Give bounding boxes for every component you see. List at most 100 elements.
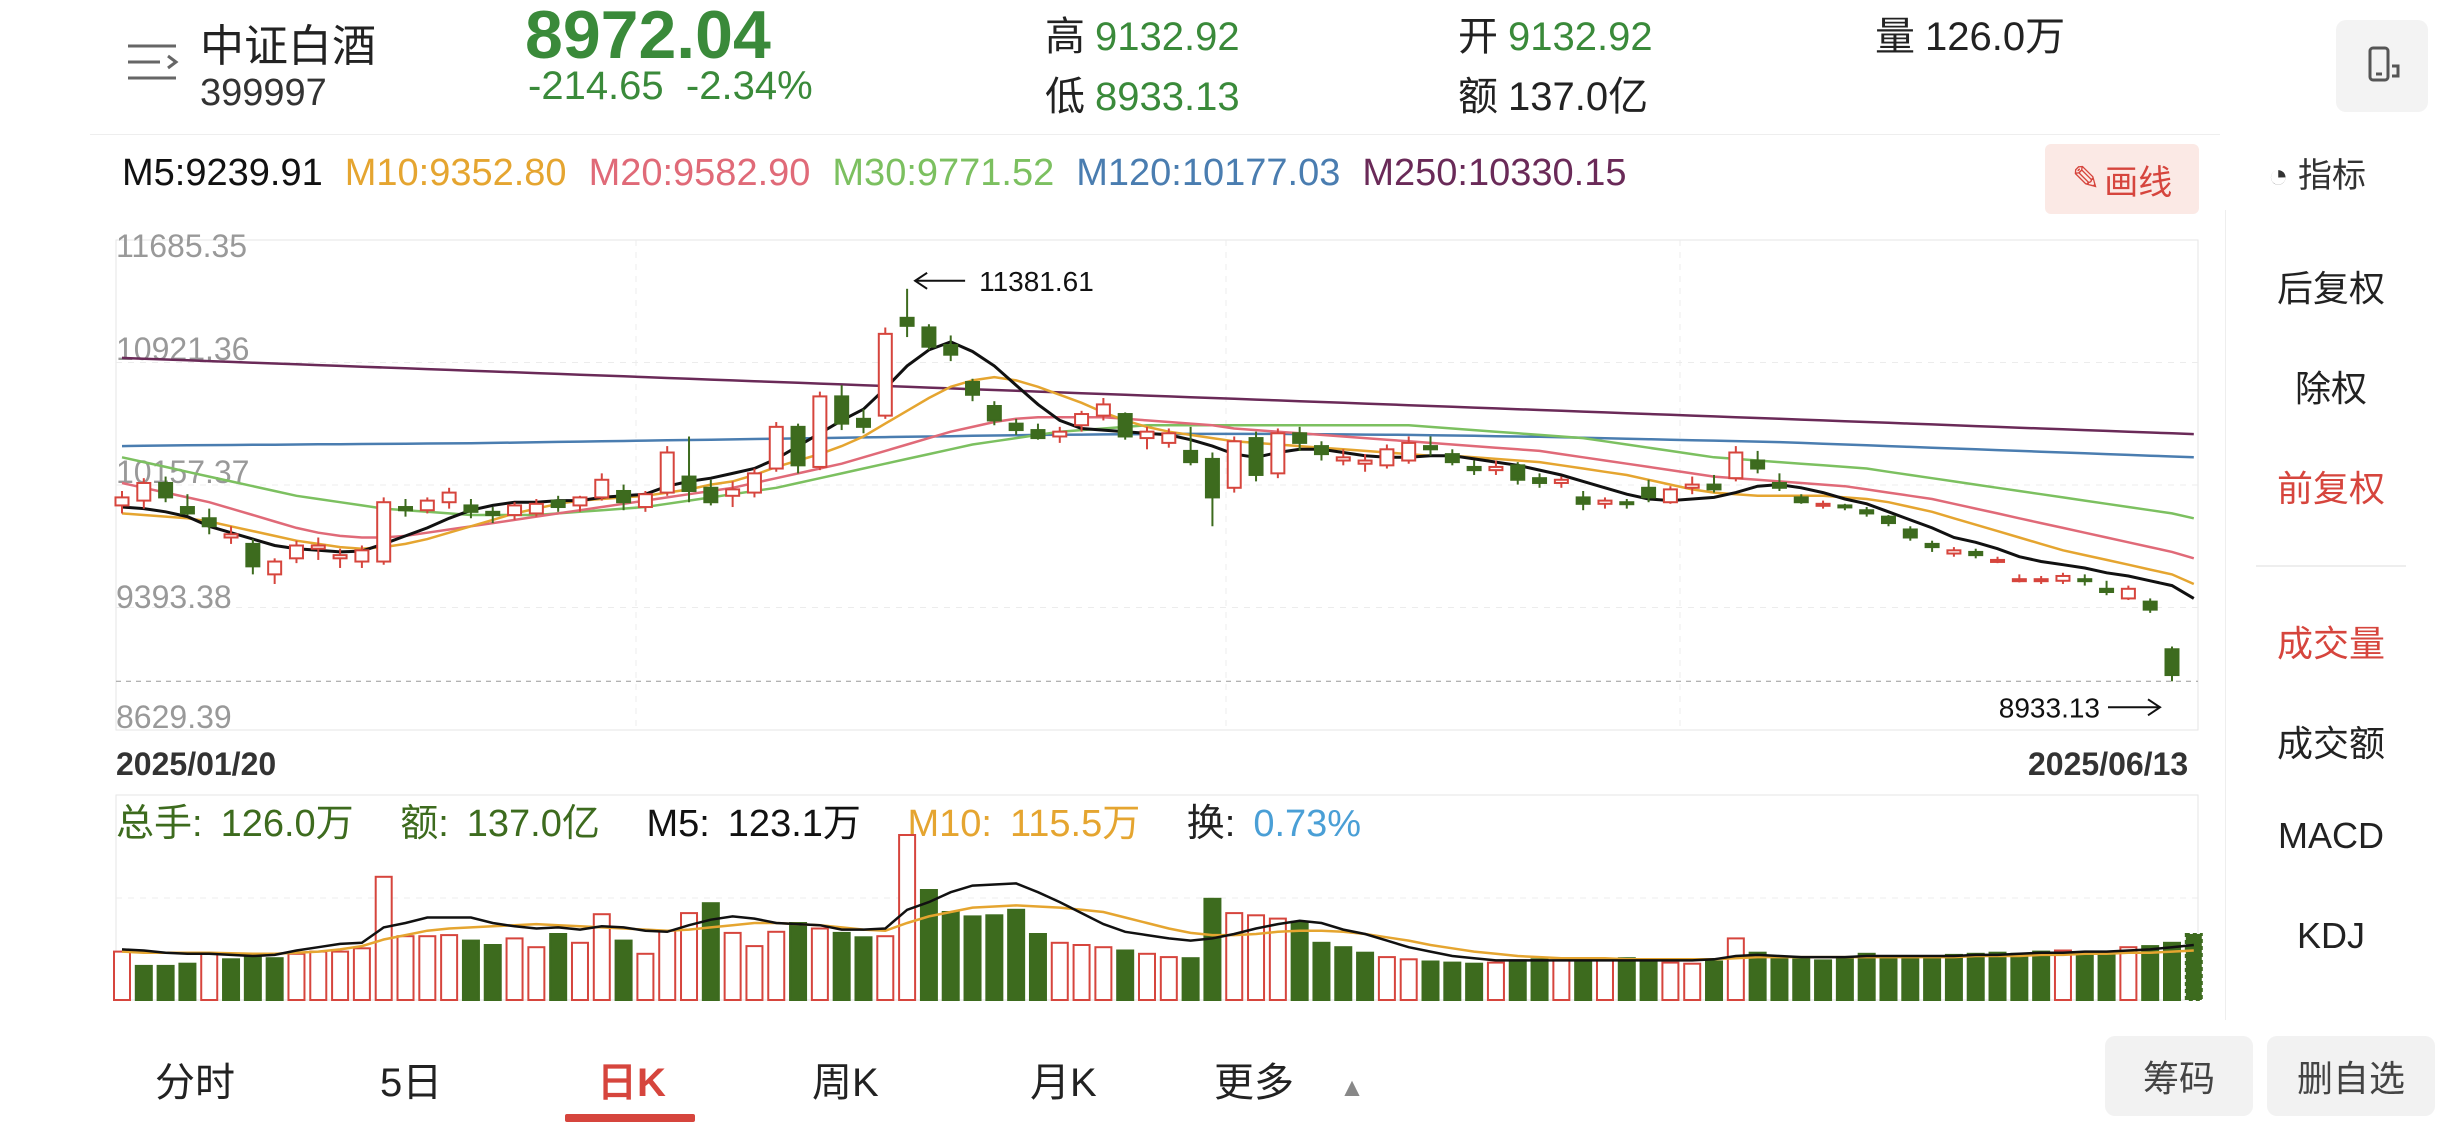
candle-up — [1946, 549, 1962, 555]
candlestick-chart[interactable]: 11685.3510921.3610157.379393.388629.3911… — [0, 230, 2225, 750]
price-change-row: -214.65 -2.34% — [528, 64, 813, 109]
volume-bar-down — [1334, 946, 1353, 1001]
indicator-button[interactable]: ◔ 指标 — [2268, 148, 2366, 197]
volume-ma5-line — [121, 882, 2194, 962]
side-menu-item[interactable]: 前复权 — [2276, 468, 2385, 509]
candle-down — [201, 517, 217, 528]
volume-chart[interactable] — [0, 790, 2225, 1010]
stock-code: 399997 — [200, 72, 327, 114]
indicator-label: 指标 — [2298, 157, 2366, 195]
volume-bar-up — [658, 929, 677, 1001]
tab-intraday[interactable]: 分时 — [155, 1061, 235, 1105]
candle-down — [1706, 483, 1722, 491]
draw-line-button[interactable]: ✎ 画线 — [2045, 144, 2199, 214]
side-menu-item[interactable]: 后复权 — [2276, 268, 2385, 309]
tab-more[interactable]: 更多 ▲ — [1214, 1050, 1365, 1108]
side-menu-item[interactable]: 成交量 — [2276, 623, 2385, 664]
volume-bar-down — [1705, 960, 1724, 1001]
draw-line-label: 画线 — [2104, 163, 2173, 202]
caret-up-icon: ▲ — [1339, 1072, 1365, 1102]
candle-up — [877, 332, 893, 417]
volume-bar-down — [789, 922, 808, 1001]
candle-up — [267, 560, 283, 576]
ma-legend-item: M120:10177.03 — [1076, 152, 1341, 194]
volume-bar-down — [1312, 941, 1331, 1002]
candle-up — [1139, 430, 1155, 440]
volume-bar-up — [636, 952, 655, 1002]
tab-monthly-k[interactable]: 月K — [1030, 1061, 1097, 1105]
candle-down — [986, 405, 1002, 422]
turnover: 换: 0.73% — [1186, 803, 1362, 845]
volume-bar-down — [2163, 941, 2181, 1002]
candle-down — [855, 417, 871, 428]
volume-bar-up — [1486, 961, 1505, 1002]
candle-down — [1510, 464, 1526, 481]
volume-bar-down — [1443, 961, 1462, 1002]
candle-down — [398, 506, 414, 512]
chips-button[interactable]: 筹码 — [2105, 1036, 2253, 1116]
side-menu-item[interactable]: KDJ — [2296, 915, 2365, 956]
volume-bar-up — [810, 927, 829, 1001]
candle-up — [419, 499, 435, 512]
max-arrow-head — [913, 271, 928, 290]
tab-daily-k[interactable]: 日K — [597, 1061, 666, 1105]
high-stat: 高 9132.92 — [1045, 15, 1240, 59]
volume-bar-down — [265, 957, 284, 1001]
tab-5day[interactable]: 5日 — [380, 1061, 443, 1105]
landscape-toggle-button[interactable] — [2336, 20, 2428, 112]
volume-bar-down — [1007, 908, 1026, 1001]
volume-bar-down — [963, 915, 982, 1001]
volume-bar-up — [1661, 961, 1680, 1002]
candle-down — [463, 504, 479, 513]
open-stat: 开 9132.92 — [1458, 15, 1653, 59]
candle-down — [1793, 496, 1809, 504]
volume-bar-down — [919, 889, 938, 1001]
volume-bar-up — [113, 950, 131, 1002]
candle-up — [1335, 456, 1351, 462]
volume-bar-down — [1835, 956, 1854, 1002]
candle-up — [1990, 558, 2006, 563]
volume-bar-down — [178, 962, 197, 1001]
ma-legend-item: M5:9239.91 — [122, 152, 323, 194]
volume-bar-up — [309, 950, 328, 1002]
min-arrow-head — [2147, 698, 2162, 717]
volume-bar-down — [2184, 933, 2203, 1001]
volume-bar-up — [1050, 941, 1069, 1002]
volume-bar-down — [461, 939, 480, 1002]
side-menu-item[interactable]: MACD — [2278, 815, 2384, 856]
candle-down — [899, 316, 915, 327]
volume-bar-down — [1356, 951, 1375, 1001]
candle-down — [1968, 550, 1984, 557]
candle-up — [2011, 578, 2027, 583]
candle-up — [725, 488, 741, 497]
tab-weekly-k[interactable]: 周K — [812, 1061, 879, 1105]
volume-bar-up — [1399, 958, 1418, 1002]
volume-bar-up — [1268, 917, 1287, 1002]
candle-up — [223, 533, 239, 539]
candle-down — [2099, 587, 2115, 594]
side-menu-item[interactable]: 成交额 — [2276, 723, 2385, 764]
volume-bar-up — [418, 935, 437, 1001]
phone-rotate-icon — [2368, 46, 2400, 82]
volume-bar-down — [1181, 957, 1200, 1001]
volume-bar-down — [1465, 962, 1484, 1001]
menu-icon[interactable] — [124, 36, 180, 92]
volume-bar-down — [1792, 958, 1811, 1002]
candle-up — [1074, 413, 1090, 427]
side-menu-item[interactable]: 除权 — [2294, 368, 2367, 409]
candle-down — [1183, 449, 1199, 464]
volume-bar-down — [549, 933, 568, 1001]
volume-bar-up — [680, 912, 699, 1001]
volume-bar-down — [614, 939, 633, 1002]
remove-watchlist-button[interactable]: 删自选 — [2267, 1036, 2435, 1116]
candle-up — [1095, 403, 1111, 417]
volume-bar-up — [1595, 958, 1614, 1002]
candle-down — [943, 344, 959, 356]
candle-up — [1815, 502, 1831, 507]
candle-up — [2120, 587, 2136, 600]
candle-up — [572, 496, 588, 507]
gauge-icon: ◔ — [2268, 157, 2289, 195]
volume-bar-down — [1508, 959, 1527, 1001]
candle-down — [1575, 496, 1591, 505]
volume-bar-down — [1901, 956, 1920, 1002]
